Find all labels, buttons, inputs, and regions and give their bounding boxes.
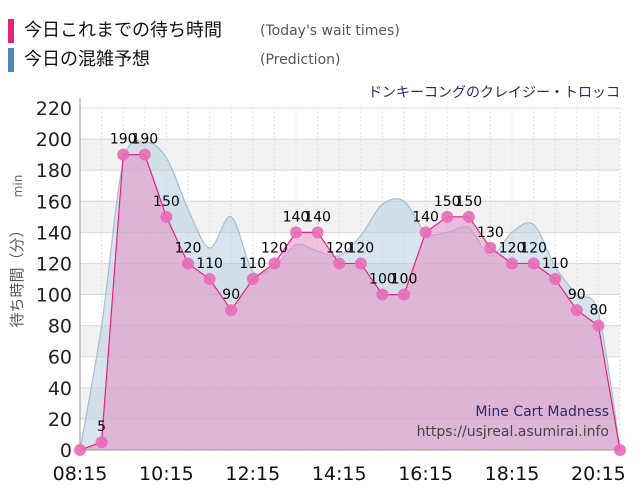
wait-point <box>311 226 324 239</box>
data-label: 120 <box>520 240 547 256</box>
y-axis-label: 待ち時間（分） <box>8 222 26 327</box>
data-label: 110 <box>239 256 266 272</box>
y-tick-label: 220 <box>36 98 72 120</box>
watermark-url: https://usjreal.asumirai.info <box>417 424 609 440</box>
wait-point <box>441 210 454 223</box>
data-label: 110 <box>196 256 223 272</box>
y-tick-label: 0 <box>60 440 72 462</box>
wait-point <box>182 257 194 270</box>
y-tick-label: 160 <box>36 191 72 213</box>
legend-wait-swatch <box>8 19 14 43</box>
x-tick-label: 08:15 <box>53 463 108 485</box>
data-label: 150 <box>434 194 461 210</box>
data-label: 100 <box>391 272 418 288</box>
legend-wait-sub: (Today's wait times) <box>260 23 400 39</box>
data-label: 120 <box>175 240 202 256</box>
y-tick-label: 60 <box>48 347 72 369</box>
x-tick-label: 12:15 <box>225 463 280 485</box>
y-tick-label: 120 <box>36 253 72 275</box>
wait-point <box>203 273 216 285</box>
wait-point <box>398 288 410 301</box>
data-label: 120 <box>261 240 288 256</box>
x-tick-label: 14:15 <box>312 463 367 485</box>
data-label: 5 <box>97 419 106 435</box>
wait-point <box>225 304 238 317</box>
data-label: 90 <box>222 287 240 303</box>
wait-point <box>290 226 302 239</box>
data-label: 90 <box>568 287 586 303</box>
data-label: 80 <box>589 303 607 319</box>
legend-prediction-label: 今日の混雑予想 <box>24 49 150 70</box>
data-label: 120 <box>499 240 526 256</box>
y-tick-label: 180 <box>36 160 72 182</box>
wait-area <box>80 154 620 451</box>
watermark-name: Mine Cart Madness <box>475 404 609 420</box>
x-tick-label: 10:15 <box>139 463 194 485</box>
wait-point <box>419 226 432 239</box>
wait-point <box>268 257 281 270</box>
legend-prediction: 今日の混雑予想 (Prediction) <box>8 47 428 73</box>
wait-point <box>95 436 108 449</box>
legend-prediction-sub: (Prediction) <box>260 52 341 68</box>
data-label: 190 <box>110 132 137 148</box>
wait-point <box>484 241 497 254</box>
x-tick-label: 20:15 <box>571 463 626 485</box>
wait-point <box>333 257 346 270</box>
wait-point <box>462 210 475 223</box>
data-label: 100 <box>369 272 396 288</box>
data-label: 110 <box>542 256 569 272</box>
y-tick-label: 20 <box>48 409 72 431</box>
wait-point <box>160 210 173 223</box>
wait-point <box>527 257 540 270</box>
legend-wait-label: 今日これまでの待ち時間 <box>24 20 222 41</box>
wait-point <box>74 444 86 456</box>
legend-wait: 今日これまでの待ち時間 (Today's wait times) <box>8 18 428 44</box>
y-tick-label: 40 <box>48 378 72 400</box>
x-tick-label: 16:15 <box>398 463 453 485</box>
ride-title: ドンキーコングのクレイジー・トロッコ <box>368 85 620 101</box>
wait-point <box>376 288 389 301</box>
wait-point <box>117 148 130 161</box>
data-label: 130 <box>477 225 504 241</box>
data-label: 140 <box>304 209 331 225</box>
y-axis-unit: min <box>11 175 25 198</box>
y-tick-label: 200 <box>36 129 72 151</box>
y-tick-label: 140 <box>36 222 72 244</box>
legend-prediction-swatch <box>8 48 14 72</box>
data-label: 120 <box>347 240 374 256</box>
wait-point <box>246 273 259 285</box>
y-tick-label: 100 <box>36 285 72 307</box>
y-tick-label: 80 <box>48 316 72 338</box>
data-label: 150 <box>153 194 180 210</box>
wait-point <box>506 257 518 270</box>
wait-point <box>614 444 626 456</box>
data-label: 140 <box>412 209 439 225</box>
wait-point <box>138 148 151 161</box>
data-label: 150 <box>455 194 482 210</box>
wait-point <box>592 319 605 332</box>
data-label: 120 <box>326 240 353 256</box>
wait-point <box>354 257 367 270</box>
x-tick-label: 18:15 <box>485 463 540 485</box>
wait-point <box>570 304 583 317</box>
wait-point <box>549 273 562 285</box>
data-label: 190 <box>131 132 158 148</box>
data-label: 140 <box>283 209 310 225</box>
prediction-line <box>79 140 621 451</box>
